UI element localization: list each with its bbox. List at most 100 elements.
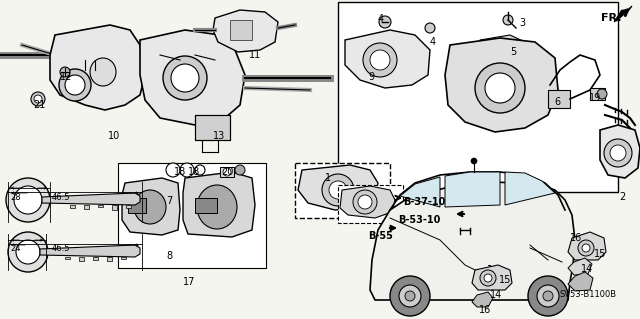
Circle shape bbox=[578, 240, 594, 256]
Text: 19: 19 bbox=[589, 93, 601, 103]
Polygon shape bbox=[614, 6, 632, 22]
Text: 1: 1 bbox=[325, 173, 331, 183]
Circle shape bbox=[390, 276, 430, 316]
Bar bbox=[128, 198, 146, 213]
Ellipse shape bbox=[370, 50, 390, 70]
Polygon shape bbox=[213, 10, 278, 52]
Circle shape bbox=[60, 67, 70, 77]
Ellipse shape bbox=[475, 63, 525, 113]
Text: 11: 11 bbox=[249, 50, 261, 60]
Polygon shape bbox=[298, 165, 378, 210]
Polygon shape bbox=[79, 257, 84, 261]
Ellipse shape bbox=[134, 190, 166, 224]
Text: 15: 15 bbox=[594, 249, 606, 259]
Polygon shape bbox=[126, 205, 131, 208]
Polygon shape bbox=[505, 172, 555, 205]
Text: 2: 2 bbox=[619, 192, 625, 202]
Circle shape bbox=[503, 15, 513, 25]
Circle shape bbox=[399, 285, 421, 307]
Text: 46.5: 46.5 bbox=[52, 244, 70, 253]
Text: SV53-B1100B: SV53-B1100B bbox=[559, 290, 616, 299]
Circle shape bbox=[31, 92, 45, 106]
Polygon shape bbox=[400, 177, 440, 207]
Circle shape bbox=[543, 291, 553, 301]
Ellipse shape bbox=[610, 145, 626, 161]
Polygon shape bbox=[600, 125, 640, 178]
Text: 14: 14 bbox=[581, 264, 593, 274]
Polygon shape bbox=[445, 172, 500, 207]
Polygon shape bbox=[478, 35, 525, 62]
Circle shape bbox=[471, 158, 477, 164]
Text: B-53-10: B-53-10 bbox=[398, 215, 440, 225]
Text: 5: 5 bbox=[510, 47, 516, 57]
Text: 14: 14 bbox=[490, 290, 502, 300]
Text: 18: 18 bbox=[174, 167, 186, 177]
Polygon shape bbox=[183, 172, 255, 237]
Polygon shape bbox=[445, 38, 558, 132]
Ellipse shape bbox=[197, 185, 237, 229]
Polygon shape bbox=[568, 272, 593, 291]
Text: 3: 3 bbox=[519, 18, 525, 28]
Circle shape bbox=[582, 244, 590, 252]
Circle shape bbox=[223, 168, 231, 176]
Circle shape bbox=[597, 89, 607, 99]
Text: B-37-10: B-37-10 bbox=[403, 197, 445, 207]
Ellipse shape bbox=[59, 69, 91, 101]
Circle shape bbox=[166, 163, 180, 177]
Text: 13: 13 bbox=[213, 131, 225, 141]
Text: B-55: B-55 bbox=[368, 231, 393, 241]
Circle shape bbox=[195, 165, 205, 175]
Polygon shape bbox=[370, 182, 575, 300]
Polygon shape bbox=[568, 232, 606, 260]
Bar bbox=[195, 115, 230, 140]
Circle shape bbox=[16, 240, 40, 264]
Bar bbox=[220, 167, 234, 177]
Bar bbox=[338, 2, 618, 192]
Ellipse shape bbox=[485, 73, 515, 103]
Polygon shape bbox=[65, 257, 70, 259]
Circle shape bbox=[537, 285, 559, 307]
Text: 6: 6 bbox=[554, 97, 560, 107]
Text: 17: 17 bbox=[183, 277, 195, 287]
Ellipse shape bbox=[65, 75, 85, 95]
Circle shape bbox=[528, 276, 568, 316]
Circle shape bbox=[425, 23, 435, 33]
Polygon shape bbox=[42, 193, 140, 205]
Circle shape bbox=[14, 186, 42, 214]
Circle shape bbox=[480, 270, 496, 286]
Ellipse shape bbox=[604, 139, 632, 167]
Circle shape bbox=[235, 165, 245, 175]
Text: 12: 12 bbox=[60, 72, 72, 82]
Circle shape bbox=[8, 232, 48, 272]
Polygon shape bbox=[93, 257, 98, 260]
Text: 21: 21 bbox=[33, 100, 45, 110]
Circle shape bbox=[484, 274, 492, 282]
Bar bbox=[230, 20, 252, 40]
Polygon shape bbox=[84, 205, 89, 209]
Text: 46.5: 46.5 bbox=[52, 193, 70, 202]
Ellipse shape bbox=[363, 43, 397, 77]
Text: 16: 16 bbox=[479, 305, 492, 315]
Polygon shape bbox=[107, 257, 112, 261]
Polygon shape bbox=[40, 245, 140, 257]
Bar bbox=[338, 185, 403, 223]
Ellipse shape bbox=[329, 181, 347, 199]
Text: 16: 16 bbox=[570, 233, 582, 243]
Ellipse shape bbox=[486, 211, 500, 225]
Text: 10: 10 bbox=[108, 131, 120, 141]
Polygon shape bbox=[70, 205, 75, 208]
Text: 20: 20 bbox=[221, 167, 234, 177]
Ellipse shape bbox=[90, 58, 116, 86]
Text: 9: 9 bbox=[368, 72, 374, 82]
Polygon shape bbox=[568, 258, 592, 275]
Circle shape bbox=[405, 291, 415, 301]
Polygon shape bbox=[472, 292, 493, 307]
Ellipse shape bbox=[358, 195, 372, 209]
Ellipse shape bbox=[353, 190, 377, 214]
Polygon shape bbox=[345, 30, 430, 88]
Text: 8: 8 bbox=[166, 251, 172, 261]
Circle shape bbox=[34, 95, 42, 103]
Text: 4: 4 bbox=[430, 37, 436, 47]
Polygon shape bbox=[112, 205, 117, 210]
Ellipse shape bbox=[481, 206, 505, 230]
